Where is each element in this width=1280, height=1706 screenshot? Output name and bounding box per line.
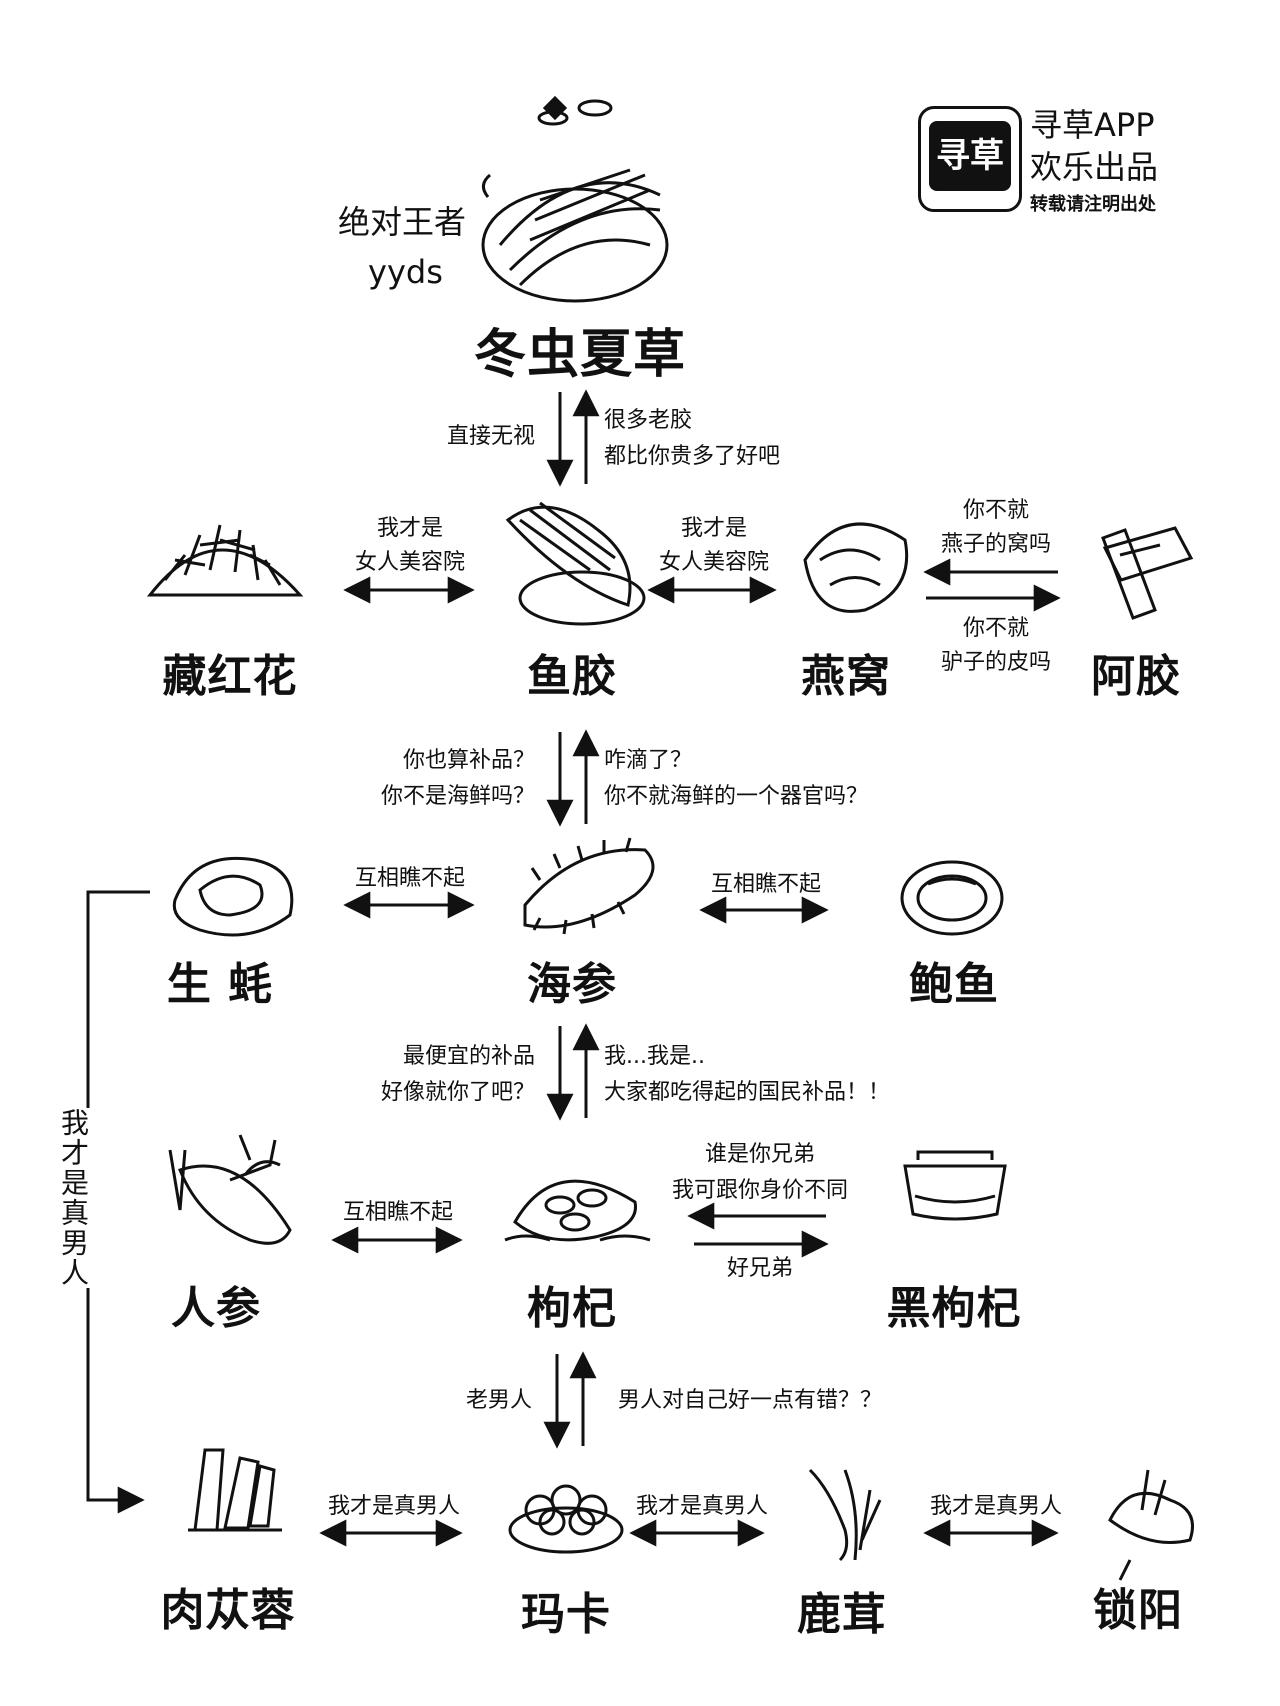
birds-nest-illustration xyxy=(803,522,909,613)
row1-right-link-2: 女人美容院 xyxy=(658,550,769,575)
sea-cucumber-illustration xyxy=(523,837,655,935)
row4-link-2: 我才是真男人 xyxy=(635,1494,768,1519)
ejiao-illustration xyxy=(1101,526,1194,620)
node-roucongrong: 肉苁蓉 xyxy=(160,1585,296,1636)
node-renshen: 人参 xyxy=(171,1283,261,1334)
abalone-illustration xyxy=(900,860,1004,936)
saffron-illustration xyxy=(146,524,304,597)
oyster-illustration xyxy=(172,856,294,937)
row2-up-label-2: 你不就海鲜的一个器官吗？ xyxy=(604,784,869,809)
brand-logo: 寻草 xyxy=(918,106,1022,212)
node-lurong: 鹿茸 xyxy=(797,1589,887,1640)
row1-down-label: 直接无视 xyxy=(446,424,535,449)
row1-right-link-1: 我才是 xyxy=(680,516,747,541)
node-heigouqi: 黑枸杞 xyxy=(886,1283,1022,1334)
goji-illustration xyxy=(504,1179,651,1242)
row2-left-link: 互相瞧不起 xyxy=(354,866,465,891)
row3-down-label-2: 好像就你了吧？ xyxy=(380,1080,535,1105)
row3-right-top-2: 我可跟你身价不同 xyxy=(671,1178,848,1203)
slogan-1: 绝对王者 xyxy=(338,203,467,241)
row3-up-label-2: 大家都吃得起的国民补品！！ xyxy=(604,1080,891,1105)
fish-maw-illustration xyxy=(505,501,646,626)
brand-line-1: 寻草APP xyxy=(1030,106,1155,144)
row1-far-top-2: 燕子的窝吗 xyxy=(940,532,1051,557)
row2-up-label-1: 咋滴了？ xyxy=(604,748,693,773)
row2-down-label-2: 你不是海鲜吗？ xyxy=(380,784,535,809)
row1-far-bottom-2: 驴子的皮吗 xyxy=(940,650,1051,675)
node-zanghonghua: 藏红花 xyxy=(162,651,298,702)
node-maka: 玛卡 xyxy=(521,1589,611,1640)
node-haishen: 海参 xyxy=(527,959,617,1010)
row1-up-label-1: 很多老胶 xyxy=(604,408,693,433)
node-ejiao: 阿胶 xyxy=(1091,651,1181,702)
row1-up-label-2: 都比你贵多了好吧 xyxy=(604,444,781,469)
deer-antler-illustration xyxy=(808,1468,882,1562)
row2-right-link: 互相瞧不起 xyxy=(710,872,821,897)
row3-right-top-1: 谁是你兄弟 xyxy=(704,1142,815,1167)
row1-far-top-1: 你不就 xyxy=(962,498,1029,523)
row3-right-bottom: 好兄弟 xyxy=(726,1256,793,1281)
row4-link-1: 我才是真男人 xyxy=(327,1494,460,1519)
node-suoyang: 锁阳 xyxy=(1093,1585,1183,1636)
brand-logo-text: 寻草 xyxy=(929,121,1011,191)
row4-down-label: 老男人 xyxy=(465,1388,532,1413)
brand-line-2: 欢乐出品 xyxy=(1030,148,1159,186)
node-shenghao: 生 蚝 xyxy=(166,959,274,1010)
node-yanwo: 燕窝 xyxy=(801,651,891,702)
row1-left-link-1: 我才是 xyxy=(376,516,443,541)
row4-up-label: 男人对自己好一点有错？？ xyxy=(618,1388,883,1413)
node-gouqi: 枸杞 xyxy=(527,1283,617,1334)
row1-left-link-2: 女人美容院 xyxy=(354,550,465,575)
row3-up-label-1: 我...我是.. xyxy=(604,1044,705,1069)
cistanche-illustration xyxy=(188,1448,282,1532)
node-dongchongxiacao: 冬虫夏草 xyxy=(473,324,686,385)
row1-far-bottom-1: 你不就 xyxy=(962,616,1029,641)
maca-illustration xyxy=(508,1484,624,1554)
side-label: 我才是真男人 xyxy=(50,1108,90,1288)
black-goji-illustration xyxy=(903,1150,1007,1221)
slogan-2: yyds xyxy=(368,253,443,291)
row2-down-label-1: 你也算补品？ xyxy=(402,748,535,773)
row3-down-label-1: 最便宜的补品 xyxy=(402,1044,535,1069)
row4-link-3: 我才是真男人 xyxy=(929,1494,1062,1519)
node-yujiao: 鱼胶 xyxy=(527,651,617,702)
cynomorium-illustration xyxy=(1108,1469,1194,1581)
row3-left-link: 互相瞧不起 xyxy=(342,1200,453,1225)
node-baoyu: 鲍鱼 xyxy=(909,959,999,1010)
cordyceps-illustration xyxy=(481,95,669,303)
brand-line-3: 转载请注明出处 xyxy=(1030,194,1156,215)
ginseng-illustration xyxy=(168,1134,292,1245)
